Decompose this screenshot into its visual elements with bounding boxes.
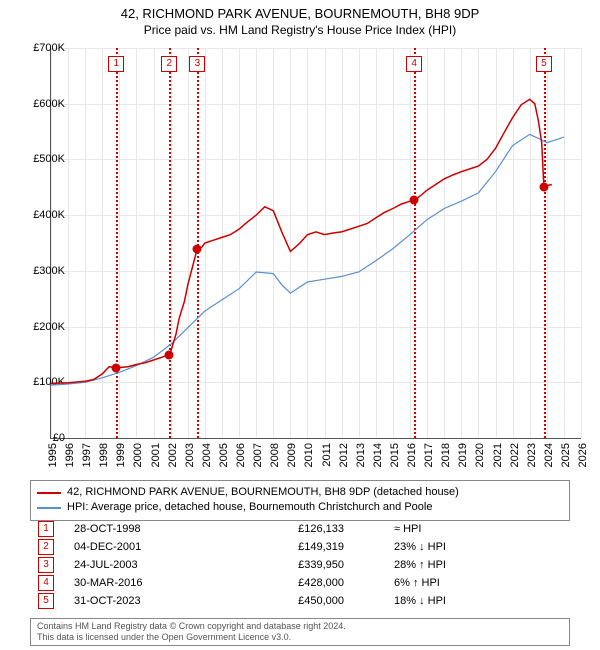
event-row-marker: 2 <box>38 539 54 555</box>
event-row: 4 30-MAR-2016 £428,000 6% ↑ HPI <box>30 574 570 592</box>
x-axis-label: 2004 <box>201 443 213 467</box>
event-row: 2 04-DEC-2001 £149,319 23% ↓ HPI <box>30 538 570 556</box>
event-row-date: 28-OCT-1998 <box>74 523 204 535</box>
x-axis-label: 2024 <box>543 443 555 467</box>
event-row-date: 04-DEC-2001 <box>74 541 204 553</box>
legend-swatch-hpi <box>37 507 61 509</box>
event-dot-4 <box>410 195 419 204</box>
x-axis-label: 2010 <box>303 443 315 467</box>
x-axis-label: 2018 <box>440 443 452 467</box>
x-axis-label: 2009 <box>286 443 298 467</box>
event-marker-2: 2 <box>161 56 177 72</box>
event-dot-2 <box>165 350 174 359</box>
x-axis-label: 2006 <box>235 443 247 467</box>
x-axis-label: 2014 <box>372 443 384 467</box>
x-axis-label: 1998 <box>98 443 110 467</box>
x-axis-label: 2023 <box>526 443 538 467</box>
event-row-price: £428,000 <box>224 577 344 589</box>
event-marker-3: 3 <box>189 56 205 72</box>
footer: Contains HM Land Registry data © Crown c… <box>30 618 570 646</box>
event-dot-5 <box>539 183 548 192</box>
event-row-price: £339,950 <box>224 559 344 571</box>
events-table: 1 28-OCT-1998 £126,133 ≈ HPI 2 04-DEC-2001 £14… <box>30 520 570 610</box>
x-axis-label: 2002 <box>167 443 179 467</box>
x-axis-label: 1995 <box>47 443 59 467</box>
event-marker-5: 5 <box>536 56 552 72</box>
event-marker-4: 4 <box>406 56 422 72</box>
x-axis-label: 2026 <box>577 443 589 467</box>
series-property <box>51 99 552 383</box>
footer-line1: Contains HM Land Registry data © Crown c… <box>37 621 563 632</box>
event-row: 5 31-OCT-2023 £450,000 18% ↓ HPI <box>30 592 570 610</box>
chart-subtitle: Price paid vs. HM Land Registry's House … <box>0 23 600 37</box>
footer-line2: This data is licensed under the Open Gov… <box>37 632 563 643</box>
x-axis-label: 2000 <box>132 443 144 467</box>
event-row-price: £149,319 <box>224 541 344 553</box>
event-row-relative: 6% ↑ HPI <box>364 577 562 589</box>
event-row-relative: 28% ↑ HPI <box>364 559 562 571</box>
event-row: 1 28-OCT-1998 £126,133 ≈ HPI <box>30 520 570 538</box>
event-row-marker: 1 <box>38 521 54 537</box>
x-axis-label: 2016 <box>406 443 418 467</box>
event-row-price: £450,000 <box>224 595 344 607</box>
event-row-marker: 4 <box>38 575 54 591</box>
event-row-date: 24-JUL-2003 <box>74 559 204 571</box>
x-axis-label: 2020 <box>474 443 486 467</box>
event-row-date: 30-MAR-2016 <box>74 577 204 589</box>
event-dot-3 <box>193 244 202 253</box>
event-marker-1: 1 <box>108 56 124 72</box>
x-axis-label: 2025 <box>560 443 572 467</box>
event-dot-1 <box>112 363 121 372</box>
event-row-price: £126,133 <box>224 523 344 535</box>
event-row-relative: 23% ↓ HPI <box>364 541 562 553</box>
event-row-marker: 5 <box>38 593 54 609</box>
legend-swatch-property <box>37 492 61 494</box>
legend: 42, RICHMOND PARK AVENUE, BOURNEMOUTH, B… <box>30 480 570 521</box>
event-row-marker: 3 <box>38 557 54 573</box>
x-axis-label: 2012 <box>338 443 350 467</box>
event-row-relative: 18% ↓ HPI <box>364 595 562 607</box>
x-axis-label: 2003 <box>184 443 196 467</box>
x-axis-label: 2017 <box>423 443 435 467</box>
series-hpi <box>51 134 564 385</box>
event-row-date: 31-OCT-2023 <box>74 595 204 607</box>
chart-title: 42, RICHMOND PARK AVENUE, BOURNEMOUTH, B… <box>0 6 600 21</box>
x-axis-label: 2013 <box>355 443 367 467</box>
x-axis-label: 2007 <box>252 443 264 467</box>
x-axis-label: 2015 <box>389 443 401 467</box>
x-axis-label: 1997 <box>81 443 93 467</box>
x-axis-label: 1996 <box>64 443 76 467</box>
x-axis-label: 2001 <box>150 443 162 467</box>
legend-label-hpi: HPI: Average price, detached house, Bour… <box>67 500 432 515</box>
x-axis-label: 2005 <box>218 443 230 467</box>
x-axis-label: 1999 <box>115 443 127 467</box>
legend-label-property: 42, RICHMOND PARK AVENUE, BOURNEMOUTH, B… <box>67 485 459 500</box>
event-row-relative: ≈ HPI <box>364 523 562 535</box>
event-row: 3 24-JUL-2003 £339,950 28% ↑ HPI <box>30 556 570 574</box>
x-axis-label: 2008 <box>269 443 281 467</box>
x-axis-label: 2021 <box>492 443 504 467</box>
x-axis-label: 2022 <box>509 443 521 467</box>
x-axis-label: 2011 <box>321 443 333 467</box>
chart-plot-area: 1995199619971998199920002001200220032004… <box>50 48 581 439</box>
x-axis-label: 2019 <box>457 443 469 467</box>
